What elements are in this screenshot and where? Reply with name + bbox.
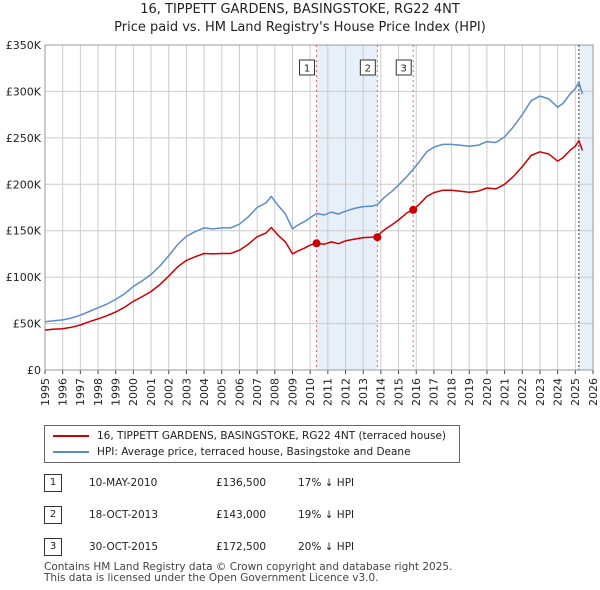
x-tick-label: 2001: [145, 378, 158, 406]
x-tick-label: 2005: [216, 378, 229, 406]
sale-price: £143,000: [216, 509, 267, 521]
x-tick-label: 1998: [92, 378, 105, 406]
sale-number-badge: 3: [44, 538, 62, 556]
footer-licence: This data is licensed under the Open Gov…: [44, 572, 379, 584]
sale-price: £136,500: [216, 477, 267, 489]
sale-date: 18-OCT-2013: [89, 509, 158, 521]
x-tick-label: 1997: [74, 378, 87, 406]
sale-marker-box: [299, 59, 316, 76]
chart-title: 16, TIPPETT GARDENS, BASINGSTOKE, RG22 4…: [140, 2, 460, 17]
x-tick-label: 2020: [481, 378, 494, 406]
sale-row: 1 10-MAY-2010 £136,500 17% ↓ HPI: [44, 474, 444, 492]
x-tick-label: 2019: [463, 378, 476, 406]
x-tick-label: 2023: [534, 378, 547, 406]
legend-item-property: 16, TIPPETT GARDENS, BASINGSTOKE, RG22 4…: [53, 428, 446, 444]
sale-point: [312, 239, 321, 248]
x-tick-label: 1995: [39, 378, 52, 406]
chart-subtitle: Price paid vs. HM Land Registry's House …: [114, 20, 486, 35]
x-tick-label: 2003: [180, 378, 193, 406]
legend-swatch-property: [53, 435, 89, 437]
x-tick-label: 2018: [445, 378, 458, 406]
price-chart: £0 £50K £100K £150K £200K £250K £300K £350K 1995…: [6, 39, 600, 406]
y-tick-label: £0: [27, 364, 41, 377]
y-tick-label: £300K: [6, 85, 42, 98]
x-tick-label: 2026: [587, 378, 600, 406]
x-tick-label: 2004: [198, 378, 211, 406]
hpi-series-line: [44, 81, 584, 323]
x-tick-label: 2012: [339, 378, 352, 406]
x-tick-label: 2014: [375, 378, 388, 406]
x-tick-label: 2015: [392, 378, 405, 406]
x-tick-label: 2025: [569, 378, 582, 406]
sale-hpi-diff: 19% ↓ HPI: [298, 509, 355, 521]
y-tick-label: £150K: [6, 225, 42, 238]
sale-number-badge: 1: [44, 474, 62, 492]
x-tick-label: 2010: [304, 378, 317, 406]
chart-area: £0 £50K £100K £150K £200K £250K £300K £350K 1995…: [6, 39, 600, 406]
sale-row: 2 18-OCT-2013 £143,000 19% ↓ HPI: [44, 506, 444, 524]
legend-label-property: 16, TIPPETT GARDENS, BASINGSTOKE, RG22 4…: [97, 430, 447, 442]
x-tick-label: 2024: [551, 378, 564, 406]
footer-copyright: Contains HM Land Registry data © Crown c…: [44, 561, 453, 573]
legend-item-hpi: HPI: Average price, terraced house, Basi…: [53, 444, 411, 460]
x-tick-label: 2002: [163, 378, 176, 406]
sale-point: [409, 205, 418, 214]
x-tick-label: 2022: [516, 378, 529, 406]
sale-date: 30-OCT-2015: [89, 541, 158, 553]
property-series-line: [44, 139, 584, 331]
x-tick-label: 1999: [110, 378, 123, 406]
sale-date: 10-MAY-2010: [89, 477, 158, 489]
sale-marker-box: [395, 59, 412, 76]
y-tick-label: £250K: [6, 132, 42, 145]
x-tick-label: 2000: [127, 378, 140, 406]
x-tick-label: 2007: [251, 378, 264, 406]
x-tick-label: 2009: [286, 378, 299, 406]
sale-marker-label: 3: [401, 64, 407, 75]
ownership-shade: [316, 45, 378, 370]
sale-price: £172,500: [216, 541, 267, 553]
sale-marker-label: 2: [365, 64, 371, 75]
y-tick-label: £350K: [6, 39, 42, 52]
sale-marker-box: [359, 59, 376, 76]
x-tick-label: 1996: [57, 378, 70, 406]
sale-marker-label: 1: [304, 64, 310, 75]
y-tick-label: £100K: [6, 271, 42, 284]
sale-number-badge: 2: [44, 506, 62, 524]
footer: Contains HM Land Registry data © Crown c…: [44, 562, 452, 584]
x-tick-label: 2008: [269, 378, 282, 406]
x-tick-label: 2011: [322, 378, 335, 406]
x-tick-label: 2017: [428, 378, 441, 406]
ownership-shade: [578, 45, 593, 370]
sale-row: 3 30-OCT-2015 £172,500 20% ↓ HPI: [44, 538, 444, 556]
legend-swatch-hpi: [53, 451, 89, 453]
y-tick-label: £200K: [6, 178, 42, 191]
sale-hpi-diff: 17% ↓ HPI: [298, 477, 355, 489]
x-tick-label: 2013: [357, 378, 370, 406]
x-tick-label: 2016: [410, 378, 423, 406]
y-tick-label: £50K: [13, 318, 42, 331]
sale-point: [373, 233, 382, 242]
sale-hpi-diff: 20% ↓ HPI: [298, 541, 355, 553]
x-tick-label: 2021: [498, 378, 511, 406]
legend-label-hpi: HPI: Average price, terraced house, Basi…: [97, 446, 411, 458]
legend: 16, TIPPETT GARDENS, BASINGSTOKE, RG22 4…: [44, 425, 460, 463]
plot-frame: [44, 44, 594, 371]
x-tick-label: 2006: [233, 378, 246, 406]
